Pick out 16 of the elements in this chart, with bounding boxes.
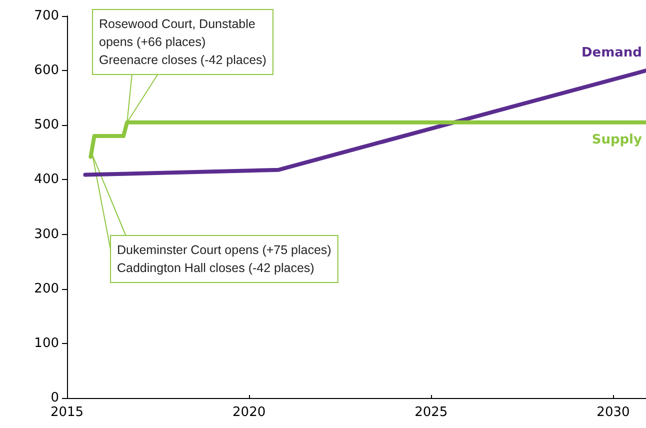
y-tick-label: 100 [34,336,59,351]
y-tick-label: 400 [34,172,59,188]
series-label: Demand [582,46,642,61]
y-tick-label: 600 [34,63,59,78]
series-label: Supply [592,132,643,148]
x-tick-label: 2025 [414,405,448,420]
annotation: Rosewood Court, Dunstable opens (+66 places) Greenacre closes (-42 places) [99,17,266,67]
y-tick-label: 300 [34,226,59,242]
y-tick-label: 500 [34,118,59,133]
x-tick-label: 2030 [596,405,630,420]
x-tick-label: 2015 [50,405,84,420]
y-tick-label: 0 [50,390,59,406]
y-tick-label: 200 [34,281,59,296]
annotation: Dukeminster Court opens (+75 places) Caddington Hall closes (-42 places) [117,243,332,275]
x-tick-label: 2020 [232,405,266,420]
y-tick-label: 700 [34,8,59,24]
